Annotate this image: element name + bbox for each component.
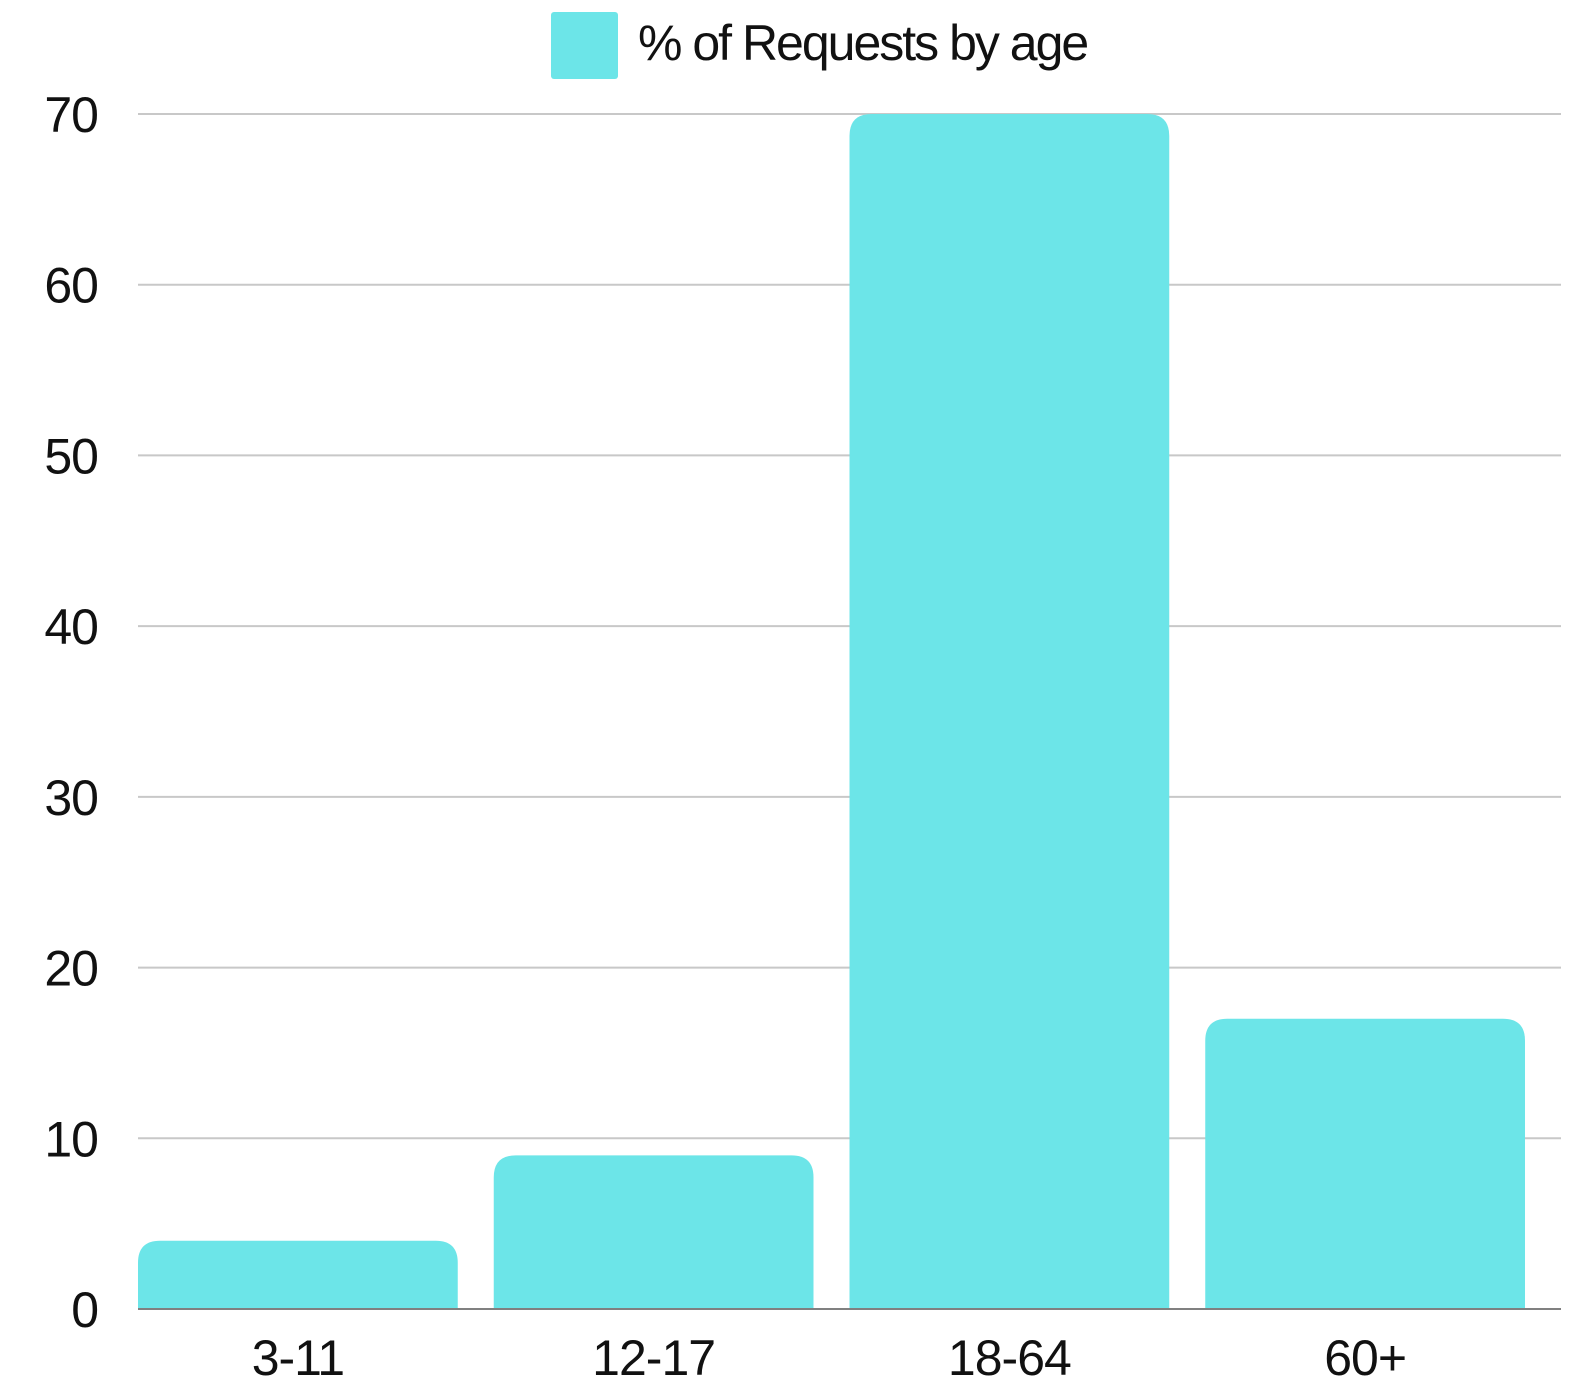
y-tick-label: 40 xyxy=(44,599,98,655)
bars xyxy=(138,114,1525,1309)
legend: % of Requests by age xyxy=(551,12,1089,79)
x-tick-label: 12-17 xyxy=(592,1330,715,1386)
x-axis-tick-labels: 3-11 12-17 18-64 60+ xyxy=(252,1330,1407,1386)
y-tick-label: 0 xyxy=(71,1282,98,1338)
bar-60+ xyxy=(1205,1018,1525,1309)
y-tick-label: 10 xyxy=(44,1111,98,1167)
bar-3-11 xyxy=(138,1240,458,1309)
y-tick-label: 60 xyxy=(44,258,98,314)
y-tick-label: 70 xyxy=(44,87,98,143)
legend-swatch xyxy=(551,12,618,79)
x-tick-label: 3-11 xyxy=(252,1330,344,1386)
y-tick-label: 30 xyxy=(44,770,98,826)
bar-12-17 xyxy=(493,1155,814,1309)
bar-18-64 xyxy=(849,114,1170,1309)
legend-label: % of Requests by age xyxy=(638,15,1087,71)
x-tick-label: 60+ xyxy=(1324,1330,1406,1386)
y-tick-label: 20 xyxy=(44,941,98,997)
x-tick-label: 18-64 xyxy=(948,1330,1071,1386)
y-tick-label: 50 xyxy=(44,428,98,484)
y-axis-tick-labels: 0 10 20 30 40 50 60 70 xyxy=(44,87,99,1338)
